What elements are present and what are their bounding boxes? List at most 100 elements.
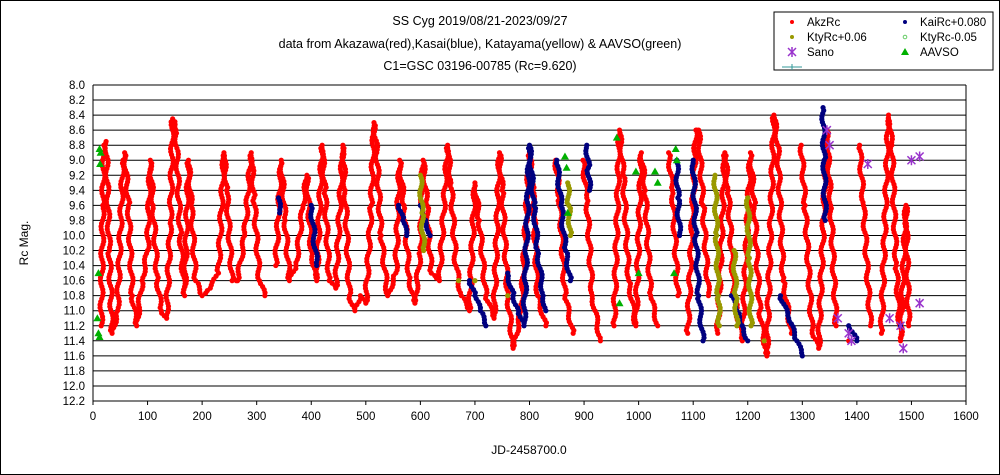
data-point <box>567 232 574 239</box>
data-point <box>597 338 604 344</box>
y-tick-labels: 8.0 8.2 8.4 8.6 8.8 9.0 9.2 9.4 9.6 9.8 10.0 10.2 10… <box>63 80 86 408</box>
data-point <box>229 278 235 284</box>
data-point <box>314 262 320 269</box>
data-point <box>705 293 712 299</box>
y-tick-label: 10.4 <box>63 261 86 273</box>
y-tick-label: 8.8 <box>69 140 85 152</box>
data-point <box>761 338 767 344</box>
data-point <box>93 314 102 322</box>
data-point <box>671 144 680 152</box>
data-point <box>95 333 104 341</box>
y-tick-label: 9.0 <box>69 155 85 167</box>
chart-title-line-1: SS Cyg 2019/08/21-2023/09/27 <box>392 14 567 28</box>
data-point <box>748 323 754 329</box>
data-point <box>822 125 832 136</box>
data-point <box>846 335 856 346</box>
y-tick-label: 12.0 <box>63 381 85 393</box>
data-point <box>906 155 916 166</box>
data-point <box>716 323 722 329</box>
data-point <box>700 338 706 344</box>
data-point <box>915 151 925 162</box>
data-point <box>653 178 662 186</box>
x-tick-label: 800 <box>520 411 539 423</box>
data-point <box>562 163 571 171</box>
y-tick-label: 9.4 <box>69 185 86 197</box>
y-tick-label: 9.2 <box>69 170 85 182</box>
y-tick-label: 11.0 <box>63 306 85 318</box>
y-tick-label: 10.2 <box>63 246 85 258</box>
data-point <box>745 338 751 344</box>
data-point <box>734 323 740 329</box>
x-tick-label: 1500 <box>899 411 925 423</box>
data-point <box>404 232 410 239</box>
data-point <box>543 308 549 314</box>
y-tick-label: 9.6 <box>69 200 85 212</box>
x-tick-label: 400 <box>302 411 321 423</box>
data-point <box>833 313 843 324</box>
series-sano <box>822 125 925 354</box>
legend-label: Sano <box>807 47 834 59</box>
data-point <box>833 323 839 329</box>
data-point <box>650 167 659 175</box>
chart-title-line-2: data from Akazawa(red),Kasai(blue), Kata… <box>279 37 682 51</box>
data-point <box>863 159 873 169</box>
data-point <box>505 293 511 299</box>
data-point <box>472 278 478 284</box>
legend-marker <box>790 35 794 39</box>
x-tick-label: 1300 <box>790 411 816 423</box>
data-point <box>895 320 906 331</box>
x-axis-label: JD-2458700.0 <box>491 443 567 457</box>
y-tick-label: 8.6 <box>69 125 85 137</box>
data-point <box>670 269 679 277</box>
legend-marker <box>790 20 794 24</box>
data-point <box>96 148 105 156</box>
x-tick-label: 200 <box>193 411 212 423</box>
series-kairc-0-080 <box>275 104 904 359</box>
legend-label: AAVSO <box>920 47 959 59</box>
x-tick-label: 500 <box>356 411 375 423</box>
x-tick-label: 300 <box>247 411 266 423</box>
data-point <box>885 313 895 324</box>
data-point <box>262 293 268 299</box>
legend-label: KtyRc+0.06 <box>807 32 867 44</box>
y-tick-label: 10.0 <box>63 230 85 242</box>
y-tick-label: 11.8 <box>63 366 85 378</box>
data-point <box>427 232 433 239</box>
data-point <box>94 269 103 277</box>
y-tick-label: 12.2 <box>63 396 85 408</box>
y-tick-label: 10.8 <box>63 291 85 303</box>
data-point <box>906 323 912 329</box>
y-tick-label: 8.0 <box>69 80 85 92</box>
y-tick-label: 11.4 <box>63 336 85 348</box>
legend-marker <box>903 20 907 24</box>
data-points <box>93 104 925 359</box>
data-point <box>483 323 489 329</box>
legend-box <box>773 11 994 71</box>
x-tick-label: 1100 <box>681 411 706 423</box>
data-point <box>634 269 643 277</box>
series-aavso <box>93 133 681 341</box>
data-point <box>854 338 860 344</box>
data-point <box>95 144 104 152</box>
x-tick-label: 1400 <box>844 411 870 423</box>
legend-marker <box>782 64 802 70</box>
data-point <box>822 217 828 224</box>
y-tick-label: 10.6 <box>63 276 85 288</box>
y-tick-label: 11.2 <box>63 321 85 333</box>
data-point <box>277 210 283 216</box>
data-point <box>94 329 103 337</box>
data-point <box>675 293 681 299</box>
data-point <box>455 278 462 284</box>
legend-marker <box>902 34 908 40</box>
data-point <box>560 152 569 160</box>
data-point <box>655 323 661 329</box>
legend-label: AkzRc <box>807 17 840 29</box>
chart-title-line-3: C1=GSC 03196-00785 (Rc=9.620) <box>383 59 576 73</box>
data-point <box>631 167 640 175</box>
legend-marker <box>787 47 797 57</box>
x-tick-label: 100 <box>138 411 157 423</box>
legend: AkzRc KaiRc+0.080 KtyRc+0.06 KtyRc-0.05 Sano… <box>773 11 994 71</box>
y-tick-label: 8.2 <box>69 95 85 107</box>
y-tick-label: 11.6 <box>63 351 85 363</box>
